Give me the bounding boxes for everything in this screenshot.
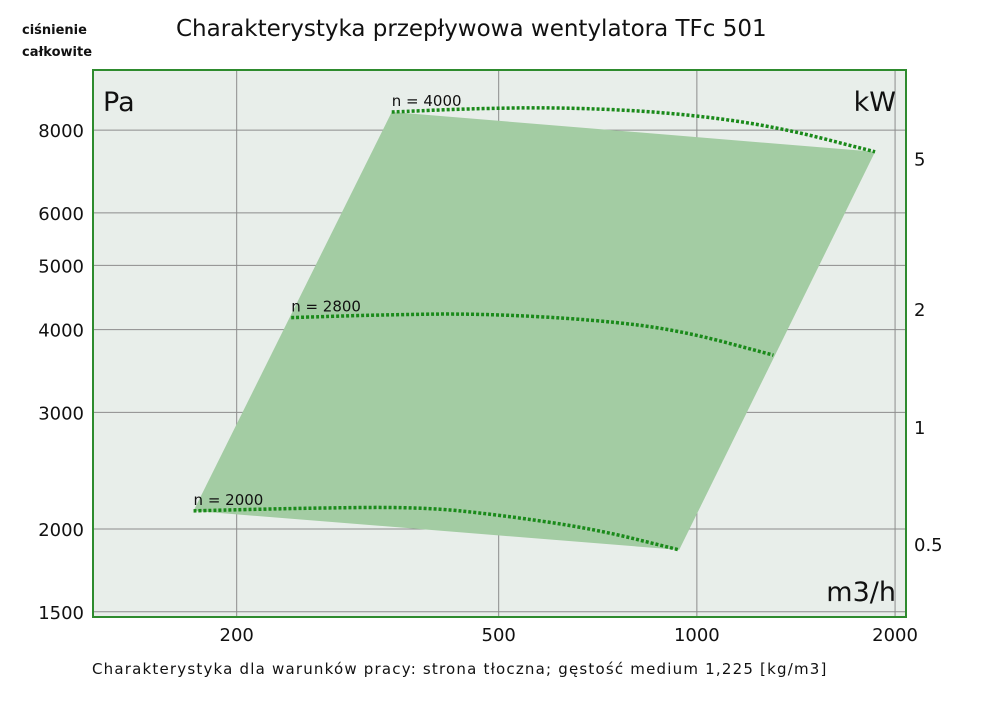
x-tick-label: 1000 — [674, 625, 720, 646]
y-axis-label: ciśnienie całkowite — [22, 20, 92, 64]
y-tick-label: 8000 — [38, 121, 84, 142]
y2-tick-label: 5 — [914, 149, 925, 170]
speed-curve — [391, 106, 876, 154]
y-unit-label: Pa — [103, 87, 135, 118]
y-axis-label-line: ciśnienie — [22, 23, 87, 38]
y-tick-label: 1500 — [38, 603, 84, 624]
y2-tick-label: 2 — [914, 300, 925, 321]
curve-label: n = 2000 — [194, 491, 264, 509]
x-tick-label: 200 — [220, 625, 254, 646]
plot-border — [92, 69, 907, 618]
speed-curve — [291, 312, 774, 357]
x-tick-label: 2000 — [872, 625, 918, 646]
y-tick-label: 3000 — [38, 403, 84, 424]
x-unit-label: m3/h — [826, 577, 896, 608]
y-tick-label: 2000 — [38, 520, 84, 541]
curve-label: n = 4000 — [392, 92, 462, 110]
speed-curve — [193, 505, 680, 552]
y-tick-label: 5000 — [38, 256, 84, 277]
y2-unit-label: kW — [854, 87, 896, 118]
x-tick-label: 500 — [482, 625, 516, 646]
y-axis-label-line: całkowite — [22, 45, 93, 60]
y2-tick-label: 1 — [914, 418, 925, 439]
curve-label: n = 2800 — [291, 298, 361, 316]
y-tick-label: 6000 — [38, 204, 84, 225]
operating-area — [193, 112, 876, 550]
y-tick-label: 4000 — [38, 321, 84, 342]
y2-tick-label: 0.5 — [914, 535, 943, 556]
footer-note: Charakterystyka dla warunków pracy: stro… — [92, 660, 828, 678]
chart-title: Charakterystyka przepływowa wentylatora … — [176, 16, 767, 42]
